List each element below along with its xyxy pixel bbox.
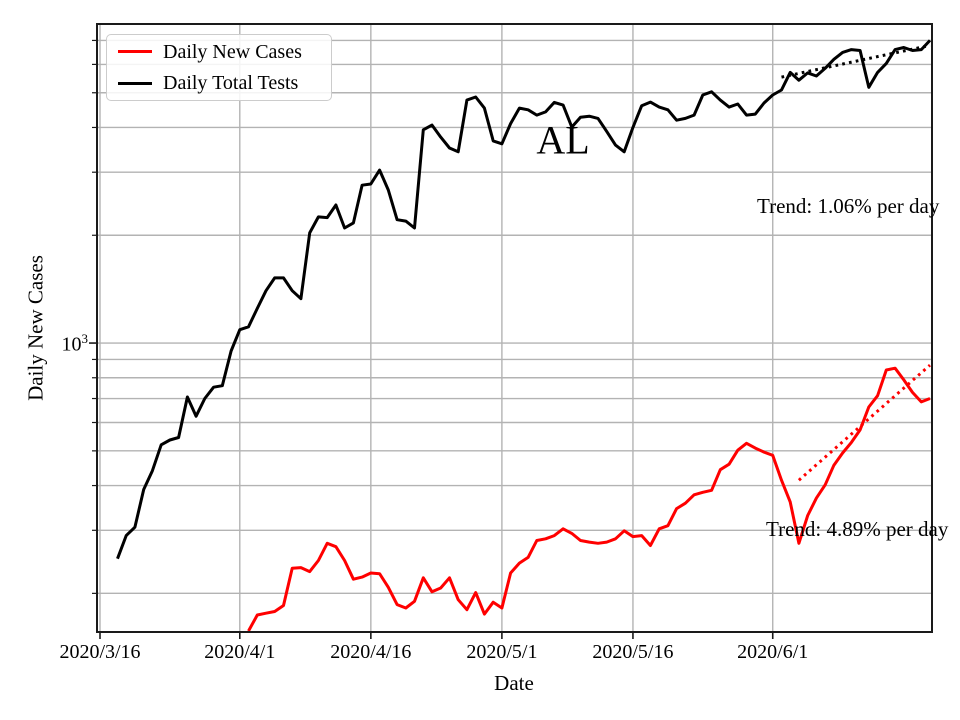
tests-trend-annotation: Trend: 1.06% per day bbox=[757, 194, 940, 218]
x-tick-label: 2020/3/16 bbox=[59, 641, 141, 663]
x-tick-label: 2020/5/16 bbox=[592, 641, 674, 663]
black-line-swatch bbox=[118, 81, 152, 86]
legend: Daily New Cases Daily Total Tests bbox=[106, 34, 332, 101]
x-axis-title: Date bbox=[494, 671, 534, 695]
x-tick-label: 2020/4/16 bbox=[330, 641, 412, 663]
y-axis-title: Daily New Cases bbox=[23, 255, 48, 401]
x-tick-label: 2020/4/1 bbox=[204, 641, 276, 663]
x-tick-label: 2020/6/1 bbox=[737, 641, 809, 663]
y-tick-label: 103 bbox=[61, 331, 89, 356]
legend-entry-daily-total-tests: Daily Total Tests bbox=[107, 68, 331, 98]
legend-label: Daily New Cases bbox=[163, 40, 302, 63]
legend-label: Daily Total Tests bbox=[163, 72, 299, 95]
cases-trend-annotation: Trend: 4.89% per day bbox=[766, 517, 949, 541]
state-annotation: AL bbox=[536, 117, 590, 163]
x-tick-label: 2020/5/1 bbox=[466, 641, 538, 663]
red-line-swatch bbox=[118, 49, 152, 54]
x-tick-labels: 2020/3/16 2020/4/1 2020/4/16 2020/5/1 2020/5… bbox=[0, 641, 960, 667]
legend-entry-daily-new-cases: Daily New Cases bbox=[107, 37, 331, 67]
